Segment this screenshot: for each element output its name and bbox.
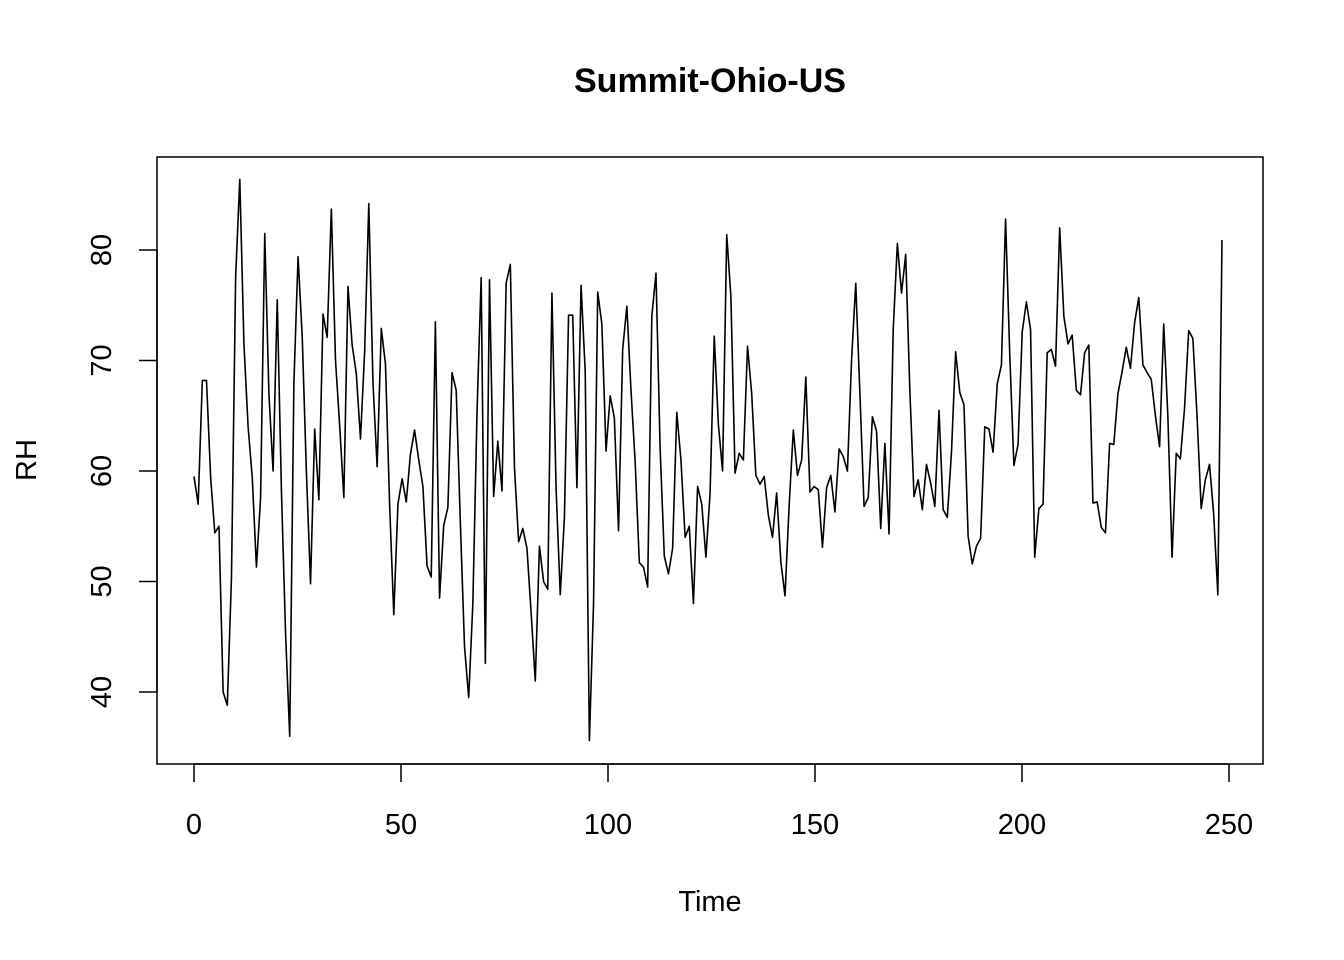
x-tick-label: 100 <box>584 809 632 841</box>
chart-title: Summit-Ohio-US <box>574 62 846 100</box>
x-tick-label: 150 <box>791 809 839 841</box>
y-tick-label: 50 <box>86 565 118 597</box>
x-tick-label: 250 <box>1205 809 1253 841</box>
plot-frame <box>156 156 1264 765</box>
y-axis-label: RH <box>11 439 43 481</box>
x-axis-label: Time <box>678 886 741 918</box>
series-line <box>193 178 1223 742</box>
y-tick-label: 70 <box>86 344 118 376</box>
y-axis: 40 50 60 70 80 <box>86 234 158 708</box>
x-tick-label: 0 <box>186 809 202 841</box>
y-tick-label: 40 <box>86 676 118 708</box>
y-tick-label: 80 <box>86 234 118 266</box>
x-tick-label: 200 <box>998 809 1046 841</box>
x-tick-label: 50 <box>385 809 417 841</box>
y-tick-label: 60 <box>86 455 118 487</box>
x-axis: 0 50 100 150 200 250 <box>186 763 1253 841</box>
